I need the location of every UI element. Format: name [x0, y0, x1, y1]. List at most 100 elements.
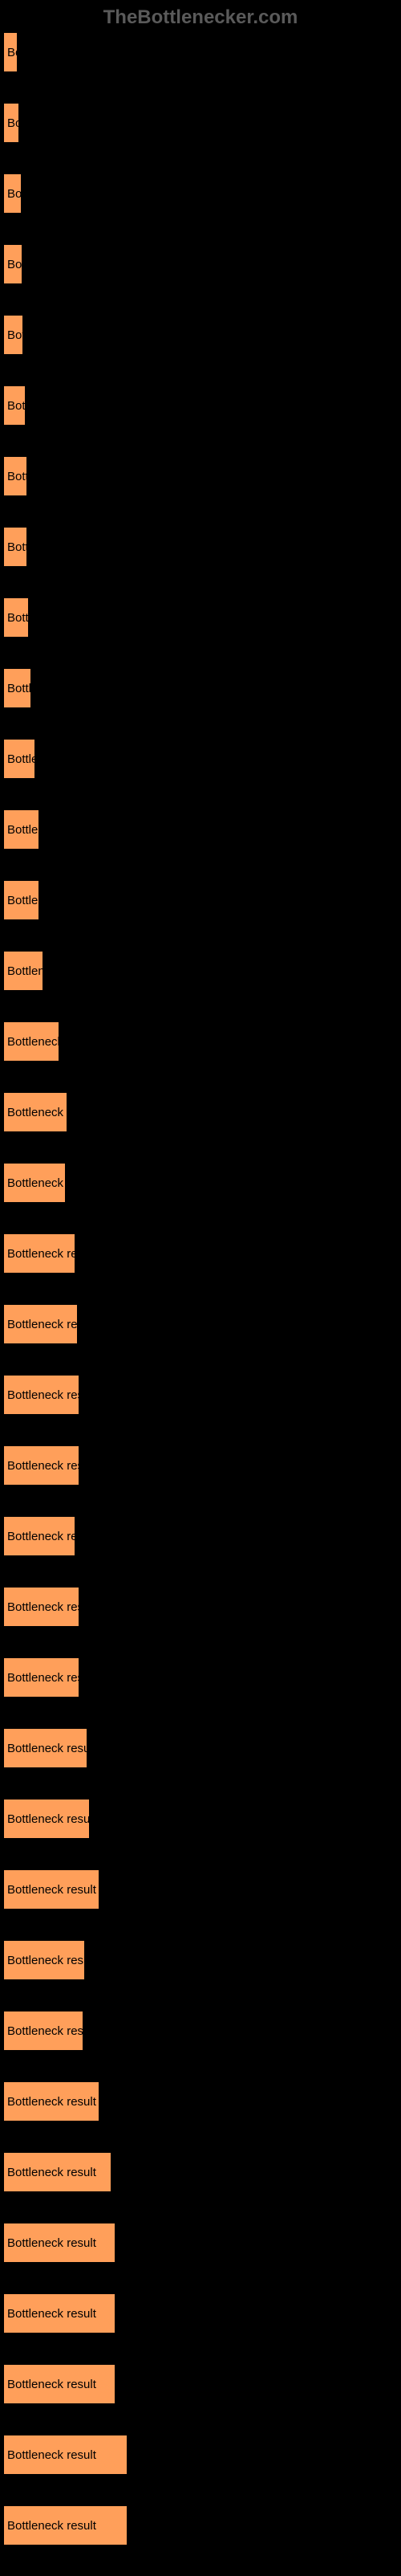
- bar: Bottleneck result: [3, 244, 22, 284]
- bar-row: Bottleneck result: [3, 1233, 398, 1274]
- bar-label: Bottleneck result: [7, 964, 43, 978]
- bar-label: Bottleneck result: [7, 682, 31, 695]
- bar-row: Bottleneck result: [3, 2223, 398, 2263]
- bar-label: Bottleneck result: [7, 1600, 79, 1614]
- bar: Bottleneck result: [3, 809, 39, 850]
- bar-row: Bottleneck result: [3, 2505, 398, 2545]
- bar-row: Bottleneck result: [3, 103, 398, 143]
- bar-row: Bottleneck result: [3, 597, 398, 638]
- bar-label: Bottleneck result: [7, 46, 18, 59]
- bar: Bottleneck result: [3, 2505, 128, 2545]
- bar: Bottleneck result: [3, 668, 31, 708]
- bar-label: Bottleneck result: [7, 1883, 96, 1897]
- bar: Bottleneck result: [3, 1587, 79, 1627]
- bar: Bottleneck result: [3, 1092, 67, 1132]
- bar: Bottleneck result: [3, 456, 27, 496]
- bar-label: Bottleneck result: [7, 187, 22, 201]
- bar-row: Bottleneck result: [3, 1375, 398, 1415]
- bar-row: Bottleneck result: [3, 1587, 398, 1627]
- bar: Bottleneck result: [3, 1163, 66, 1203]
- bar: Bottleneck result: [3, 1869, 99, 1910]
- bar-row: Bottleneck result: [3, 1092, 398, 1132]
- bar-row: Bottleneck result: [3, 2152, 398, 2192]
- bar: Bottleneck result: [3, 527, 27, 567]
- bar-row: Bottleneck result: [3, 1940, 398, 1980]
- bar-label: Bottleneck result: [7, 823, 39, 837]
- bar: Bottleneck result: [3, 2435, 128, 2475]
- bar-row: Bottleneck result: [3, 951, 398, 991]
- bar-label: Bottleneck result: [7, 1388, 79, 1402]
- bar-label: Bottleneck result: [7, 116, 19, 130]
- bar-label: Bottleneck result: [7, 470, 27, 483]
- bar-row: Bottleneck result: [3, 1657, 398, 1698]
- bar: Bottleneck result: [3, 103, 19, 143]
- bar-row: Bottleneck result: [3, 385, 398, 426]
- bar-row: Bottleneck result: [3, 880, 398, 920]
- bar-row: Bottleneck result: [3, 315, 398, 355]
- bar-label: Bottleneck result: [7, 1742, 87, 1755]
- bar: Bottleneck result: [3, 1799, 90, 1839]
- bar-row: Bottleneck result: [3, 1799, 398, 1839]
- bar: Bottleneck result: [3, 2364, 115, 2404]
- bar-row: Bottleneck result: [3, 527, 398, 567]
- bar: Bottleneck result: [3, 1657, 79, 1698]
- bar: Bottleneck result: [3, 1728, 87, 1768]
- watermark-text: TheBottlenecker.com: [0, 0, 401, 32]
- bar-row: Bottleneck result: [3, 2364, 398, 2404]
- bar-row: Bottleneck result: [3, 456, 398, 496]
- bar-label: Bottleneck result: [7, 2448, 96, 2462]
- bar-row: Bottleneck result: [3, 244, 398, 284]
- bar-chart: Bottleneck result Bottleneck result Bottle…: [0, 32, 401, 2545]
- bar-label: Bottleneck result: [7, 2236, 96, 2250]
- bar-label: Bottleneck result: [7, 2166, 96, 2179]
- bar: Bottleneck result: [3, 1021, 59, 1062]
- bar: Bottleneck result: [3, 1445, 79, 1486]
- bar: Bottleneck result: [3, 1516, 75, 1556]
- bar-row: Bottleneck result: [3, 2435, 398, 2475]
- bar-label: Bottleneck result: [7, 1247, 75, 1261]
- bar-label: Bottleneck result: [7, 1035, 59, 1049]
- bar-row: Bottleneck result: [3, 1021, 398, 1062]
- bar-label: Bottleneck result: [7, 752, 35, 766]
- bar-label: Bottleneck result: [7, 328, 23, 342]
- bar: Bottleneck result: [3, 173, 22, 214]
- bar-label: Bottleneck result: [7, 2307, 96, 2321]
- bar-label: Bottleneck result: [7, 2519, 96, 2533]
- bar-label: Bottleneck result: [7, 2095, 96, 2109]
- bar-label: Bottleneck result: [7, 1459, 79, 1473]
- bar-label: Bottleneck result: [7, 1318, 78, 1331]
- bar: Bottleneck result: [3, 1940, 85, 1980]
- bar-label: Bottleneck result: [7, 1954, 85, 1967]
- bar-label: Bottleneck result: [7, 1106, 67, 1119]
- bar: Bottleneck result: [3, 315, 23, 355]
- bar: Bottleneck result: [3, 951, 43, 991]
- bar: Bottleneck result: [3, 880, 39, 920]
- bar-label: Bottleneck result: [7, 258, 22, 271]
- bar-label: Bottleneck result: [7, 1812, 90, 1826]
- bar: Bottleneck result: [3, 32, 18, 72]
- bar-label: Bottleneck result: [7, 1176, 66, 1190]
- bar-row: Bottleneck result: [3, 173, 398, 214]
- bar-row: Bottleneck result: [3, 668, 398, 708]
- bar-label: Bottleneck result: [7, 540, 27, 554]
- bar-row: Bottleneck result: [3, 1163, 398, 1203]
- bar-label: Bottleneck result: [7, 2378, 96, 2391]
- bar-row: Bottleneck result: [3, 2011, 398, 2051]
- bar-label: Bottleneck result: [7, 611, 29, 625]
- bar-row: Bottleneck result: [3, 1516, 398, 1556]
- bar-row: Bottleneck result: [3, 1445, 398, 1486]
- bar: Bottleneck result: [3, 2152, 111, 2192]
- bar-row: Bottleneck result: [3, 1304, 398, 1344]
- bar-label: Bottleneck result: [7, 1671, 79, 1685]
- bar-row: Bottleneck result: [3, 1728, 398, 1768]
- bar-row: Bottleneck result: [3, 32, 398, 72]
- bar-label: Bottleneck result: [7, 399, 26, 413]
- bar-row: Bottleneck result: [3, 739, 398, 779]
- bar: Bottleneck result: [3, 2081, 99, 2122]
- bar-label: Bottleneck result: [7, 2024, 83, 2038]
- bar: Bottleneck result: [3, 2011, 83, 2051]
- bar-row: Bottleneck result: [3, 2081, 398, 2122]
- bar: Bottleneck result: [3, 1375, 79, 1415]
- bar: Bottleneck result: [3, 2223, 115, 2263]
- bar-row: Bottleneck result: [3, 809, 398, 850]
